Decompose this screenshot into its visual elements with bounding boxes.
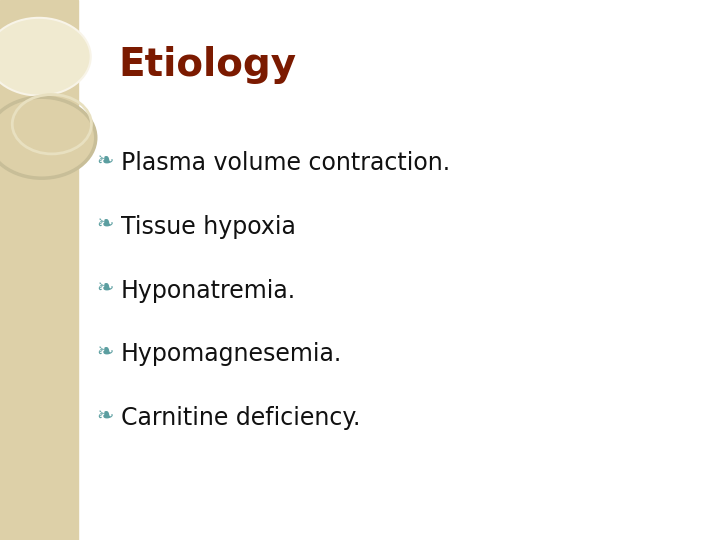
- Text: ❧: ❧: [96, 151, 114, 171]
- Text: Plasma volume contraction.: Plasma volume contraction.: [121, 151, 450, 175]
- Bar: [0, 0, 78, 540]
- Text: Tissue hypoxia: Tissue hypoxia: [121, 215, 296, 239]
- Text: Hypomagnesemia.: Hypomagnesemia.: [121, 342, 342, 366]
- Text: Hyponatremia.: Hyponatremia.: [121, 279, 296, 302]
- Text: Etiology: Etiology: [119, 46, 297, 84]
- Text: ❧: ❧: [96, 279, 114, 299]
- Circle shape: [0, 18, 91, 96]
- Text: ❧: ❧: [96, 406, 114, 426]
- Text: ❧: ❧: [96, 342, 114, 362]
- Text: Carnitine deficiency.: Carnitine deficiency.: [121, 406, 360, 430]
- Text: ❧: ❧: [96, 215, 114, 235]
- Circle shape: [0, 97, 96, 178]
